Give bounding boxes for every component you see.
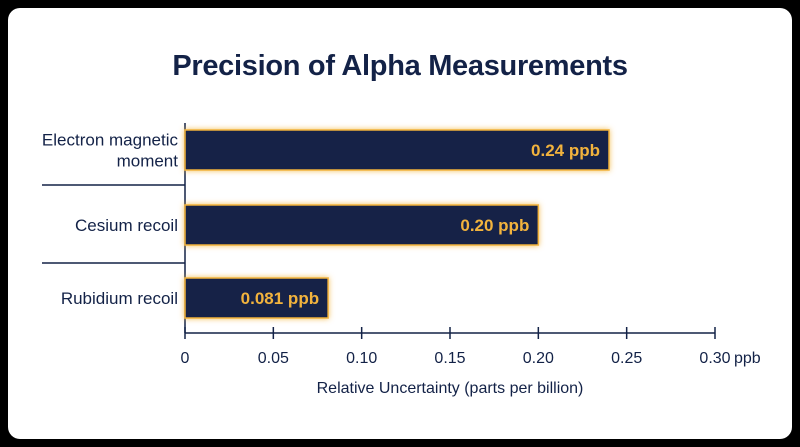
bar-value-label-2: 0.081 ppb — [241, 289, 319, 308]
category-label-0-line-0: Electron magnetic — [42, 131, 179, 150]
x-tick-label-0: 0 — [181, 350, 190, 367]
bar-1 — [184, 204, 540, 246]
x-tick-label-6: 0.30 — [699, 350, 730, 367]
x-tick-label-1: 0.05 — [258, 350, 289, 367]
bar-value-label-1: 0.20 ppb — [460, 216, 529, 235]
bar-value-label-0: 0.24 ppb — [531, 141, 600, 160]
bar-chart: 0 0.05 0.10 0.15 0.20 0.25 0.30 ppb Relative Unc… — [42, 123, 761, 397]
bar-0 — [184, 129, 610, 171]
chart-title: Precision of Alpha Measurements — [172, 50, 628, 82]
category-label-2: Rubidium recoil — [61, 289, 178, 308]
x-tick-label-2: 0.10 — [346, 350, 377, 367]
x-axis-unit: ppb — [734, 350, 761, 367]
category-label-0-line-1: moment — [117, 152, 179, 171]
x-tick-label-3: 0.15 — [434, 350, 465, 367]
x-tick-label-4: 0.20 — [523, 350, 554, 367]
category-label-1: Cesium recoil — [75, 216, 178, 235]
chart-card: Precision of Alpha Measurements 0 0.05 0.1… — [8, 8, 792, 439]
bar-2 — [184, 277, 329, 319]
x-tick-label-5: 0.25 — [611, 350, 642, 367]
x-axis-title: Relative Uncertainty (parts per billion) — [317, 380, 584, 397]
